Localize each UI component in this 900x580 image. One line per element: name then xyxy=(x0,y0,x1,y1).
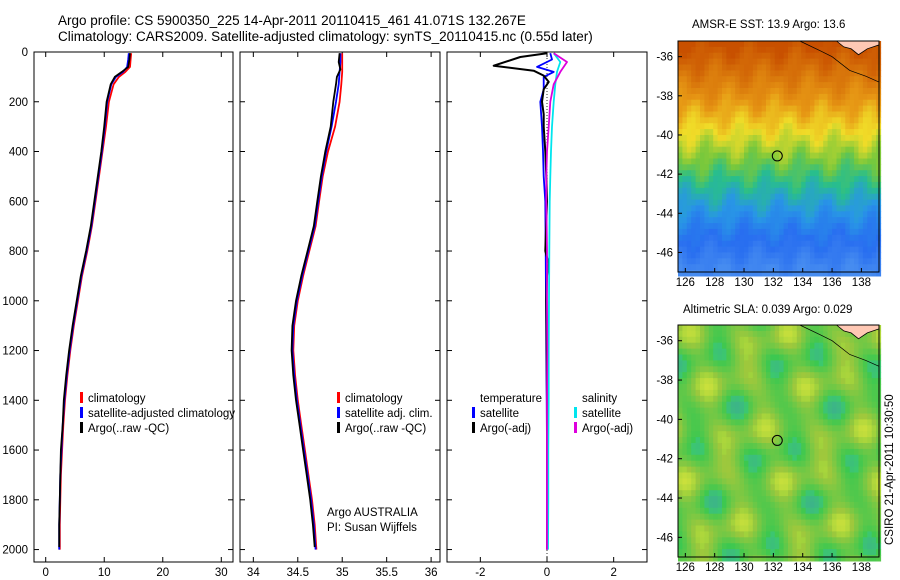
x-tick-label: 2 xyxy=(610,567,616,579)
map-x-tick-label: 128 xyxy=(705,562,724,574)
map-x-tick-label: 132 xyxy=(764,562,783,574)
map-y-tick-label: -42 xyxy=(656,454,673,466)
diff-salinity-legend-swatch xyxy=(574,407,577,418)
x-tick-label: 35.5 xyxy=(375,567,397,579)
map-x-tick-label: 136 xyxy=(822,277,841,289)
sst_map-coastline xyxy=(799,40,880,83)
map-x-tick-label: 138 xyxy=(852,277,871,289)
y-tick-label: 200 xyxy=(9,97,28,109)
x-tick-label: 34.5 xyxy=(287,567,309,579)
x-tick-label: 30 xyxy=(215,567,228,579)
map-y-tick-label: -44 xyxy=(656,493,673,505)
sla-map-title: Altimetric SLA: 0.039 Argo: 0.029 xyxy=(683,304,853,316)
diff-temperature-legend-label: temperature xyxy=(480,393,542,405)
map-x-tick-label: 130 xyxy=(734,562,753,574)
y-tick-label: 0 xyxy=(22,47,28,59)
diff-temperature-legend-label: satellite xyxy=(480,408,519,420)
x-tick-label: -2 xyxy=(475,567,485,579)
temperature-series-2 xyxy=(58,53,131,548)
sla_map-argo-position-marker xyxy=(771,434,783,446)
sla_map-field xyxy=(678,325,882,562)
map-x-tick-label: 130 xyxy=(734,277,753,289)
map-y-tick-label: -46 xyxy=(656,532,673,544)
sst_map-field xyxy=(678,41,882,277)
map-x-tick-label: 138 xyxy=(852,562,871,574)
map-y-tick-label: -38 xyxy=(656,91,673,103)
figure-title-line2: Climatology: CARS2009. Satellite-adjuste… xyxy=(58,29,593,44)
x-tick-label: 34 xyxy=(247,567,260,579)
profile-axes-salinity xyxy=(239,51,441,563)
x-tick-label: 0 xyxy=(43,567,49,579)
argo-institution-label: Argo AUSTRALIA xyxy=(327,507,418,519)
map-y-tick-label: -36 xyxy=(656,52,673,64)
y-tick-label: 1000 xyxy=(2,296,28,308)
temperature-legend-label: satellite-adjusted climatology xyxy=(88,408,235,420)
salinity-legend-label: satellite adj. clim. xyxy=(345,408,433,420)
x-tick-label: 35 xyxy=(336,567,349,579)
map-x-tick-label: 136 xyxy=(822,562,841,574)
x-tick-label: 20 xyxy=(156,567,169,579)
profile-axes-temperature xyxy=(33,51,234,563)
map-y-tick-label: -38 xyxy=(656,375,673,387)
diff-salinity-legend-swatch xyxy=(574,422,577,433)
map-x-tick-label: 132 xyxy=(764,277,783,289)
y-tick-label: 600 xyxy=(9,196,28,208)
figure-title-line1: Argo profile: CS 5900350_225 14-Apr-2011… xyxy=(58,13,526,28)
x-tick-label: 36 xyxy=(425,567,438,579)
map-x-tick-label: 126 xyxy=(676,277,695,289)
diff-temperature-legend-swatch xyxy=(472,422,475,433)
temperature-legend-swatch xyxy=(80,392,83,403)
difference-series-3 xyxy=(545,52,568,550)
map-y-tick-label: -36 xyxy=(656,336,673,348)
map-x-tick-label: 126 xyxy=(676,562,695,574)
temperature-legend-label: climatology xyxy=(88,393,146,405)
sst-map-title: AMSR-E SST: 13.9 Argo: 13.6 xyxy=(692,19,846,31)
sst_map-frame xyxy=(677,40,880,273)
y-tick-label: 400 xyxy=(9,147,28,159)
salinity-legend-swatch xyxy=(337,392,340,403)
salinity-legend-label: climatology xyxy=(345,393,403,405)
y-tick-label: 800 xyxy=(9,246,28,258)
y-tick-label: 1200 xyxy=(2,346,28,358)
y-tick-label: 1800 xyxy=(2,495,28,507)
diff-salinity-legend-label: satellite xyxy=(582,408,621,420)
salinity-legend-label: Argo(..raw -QC) xyxy=(345,423,426,435)
map-x-tick-label: 128 xyxy=(705,277,724,289)
map-y-tick-label: -40 xyxy=(656,414,673,426)
x-tick-label: 10 xyxy=(98,567,111,579)
map-y-tick-label: -40 xyxy=(656,130,673,142)
x-tick-label: 0 xyxy=(544,567,550,579)
sla_map-coastline xyxy=(799,324,880,367)
pi-name-label: PI: Susan Wijffels xyxy=(327,522,417,534)
diff-salinity-legend-label: Argo(-adj) xyxy=(582,423,633,435)
temperature-legend-swatch xyxy=(80,422,83,433)
diff-temperature-legend-swatch xyxy=(472,407,475,418)
salinity-series-2 xyxy=(290,53,342,548)
temperature-legend-swatch xyxy=(80,407,83,418)
sla_map-frame xyxy=(677,324,880,558)
y-tick-label: 1400 xyxy=(2,395,28,407)
sst_map-argo-position-marker xyxy=(771,150,783,162)
temperature-legend-label: Argo(..raw -QC) xyxy=(88,423,169,435)
salinity-legend-swatch xyxy=(337,407,340,418)
y-tick-label: 2000 xyxy=(2,545,28,557)
map-x-tick-label: 134 xyxy=(793,277,813,289)
map-y-tick-label: -46 xyxy=(656,247,673,259)
salinity-legend-swatch xyxy=(337,422,340,433)
y-tick-label: 1600 xyxy=(2,445,28,457)
map-y-tick-label: -44 xyxy=(656,208,673,220)
map-y-tick-label: -42 xyxy=(656,169,673,181)
diff-temperature-legend-label: Argo(-adj) xyxy=(480,423,531,435)
diff-salinity-legend-label: salinity xyxy=(582,393,617,405)
map-x-tick-label: 134 xyxy=(793,562,813,574)
